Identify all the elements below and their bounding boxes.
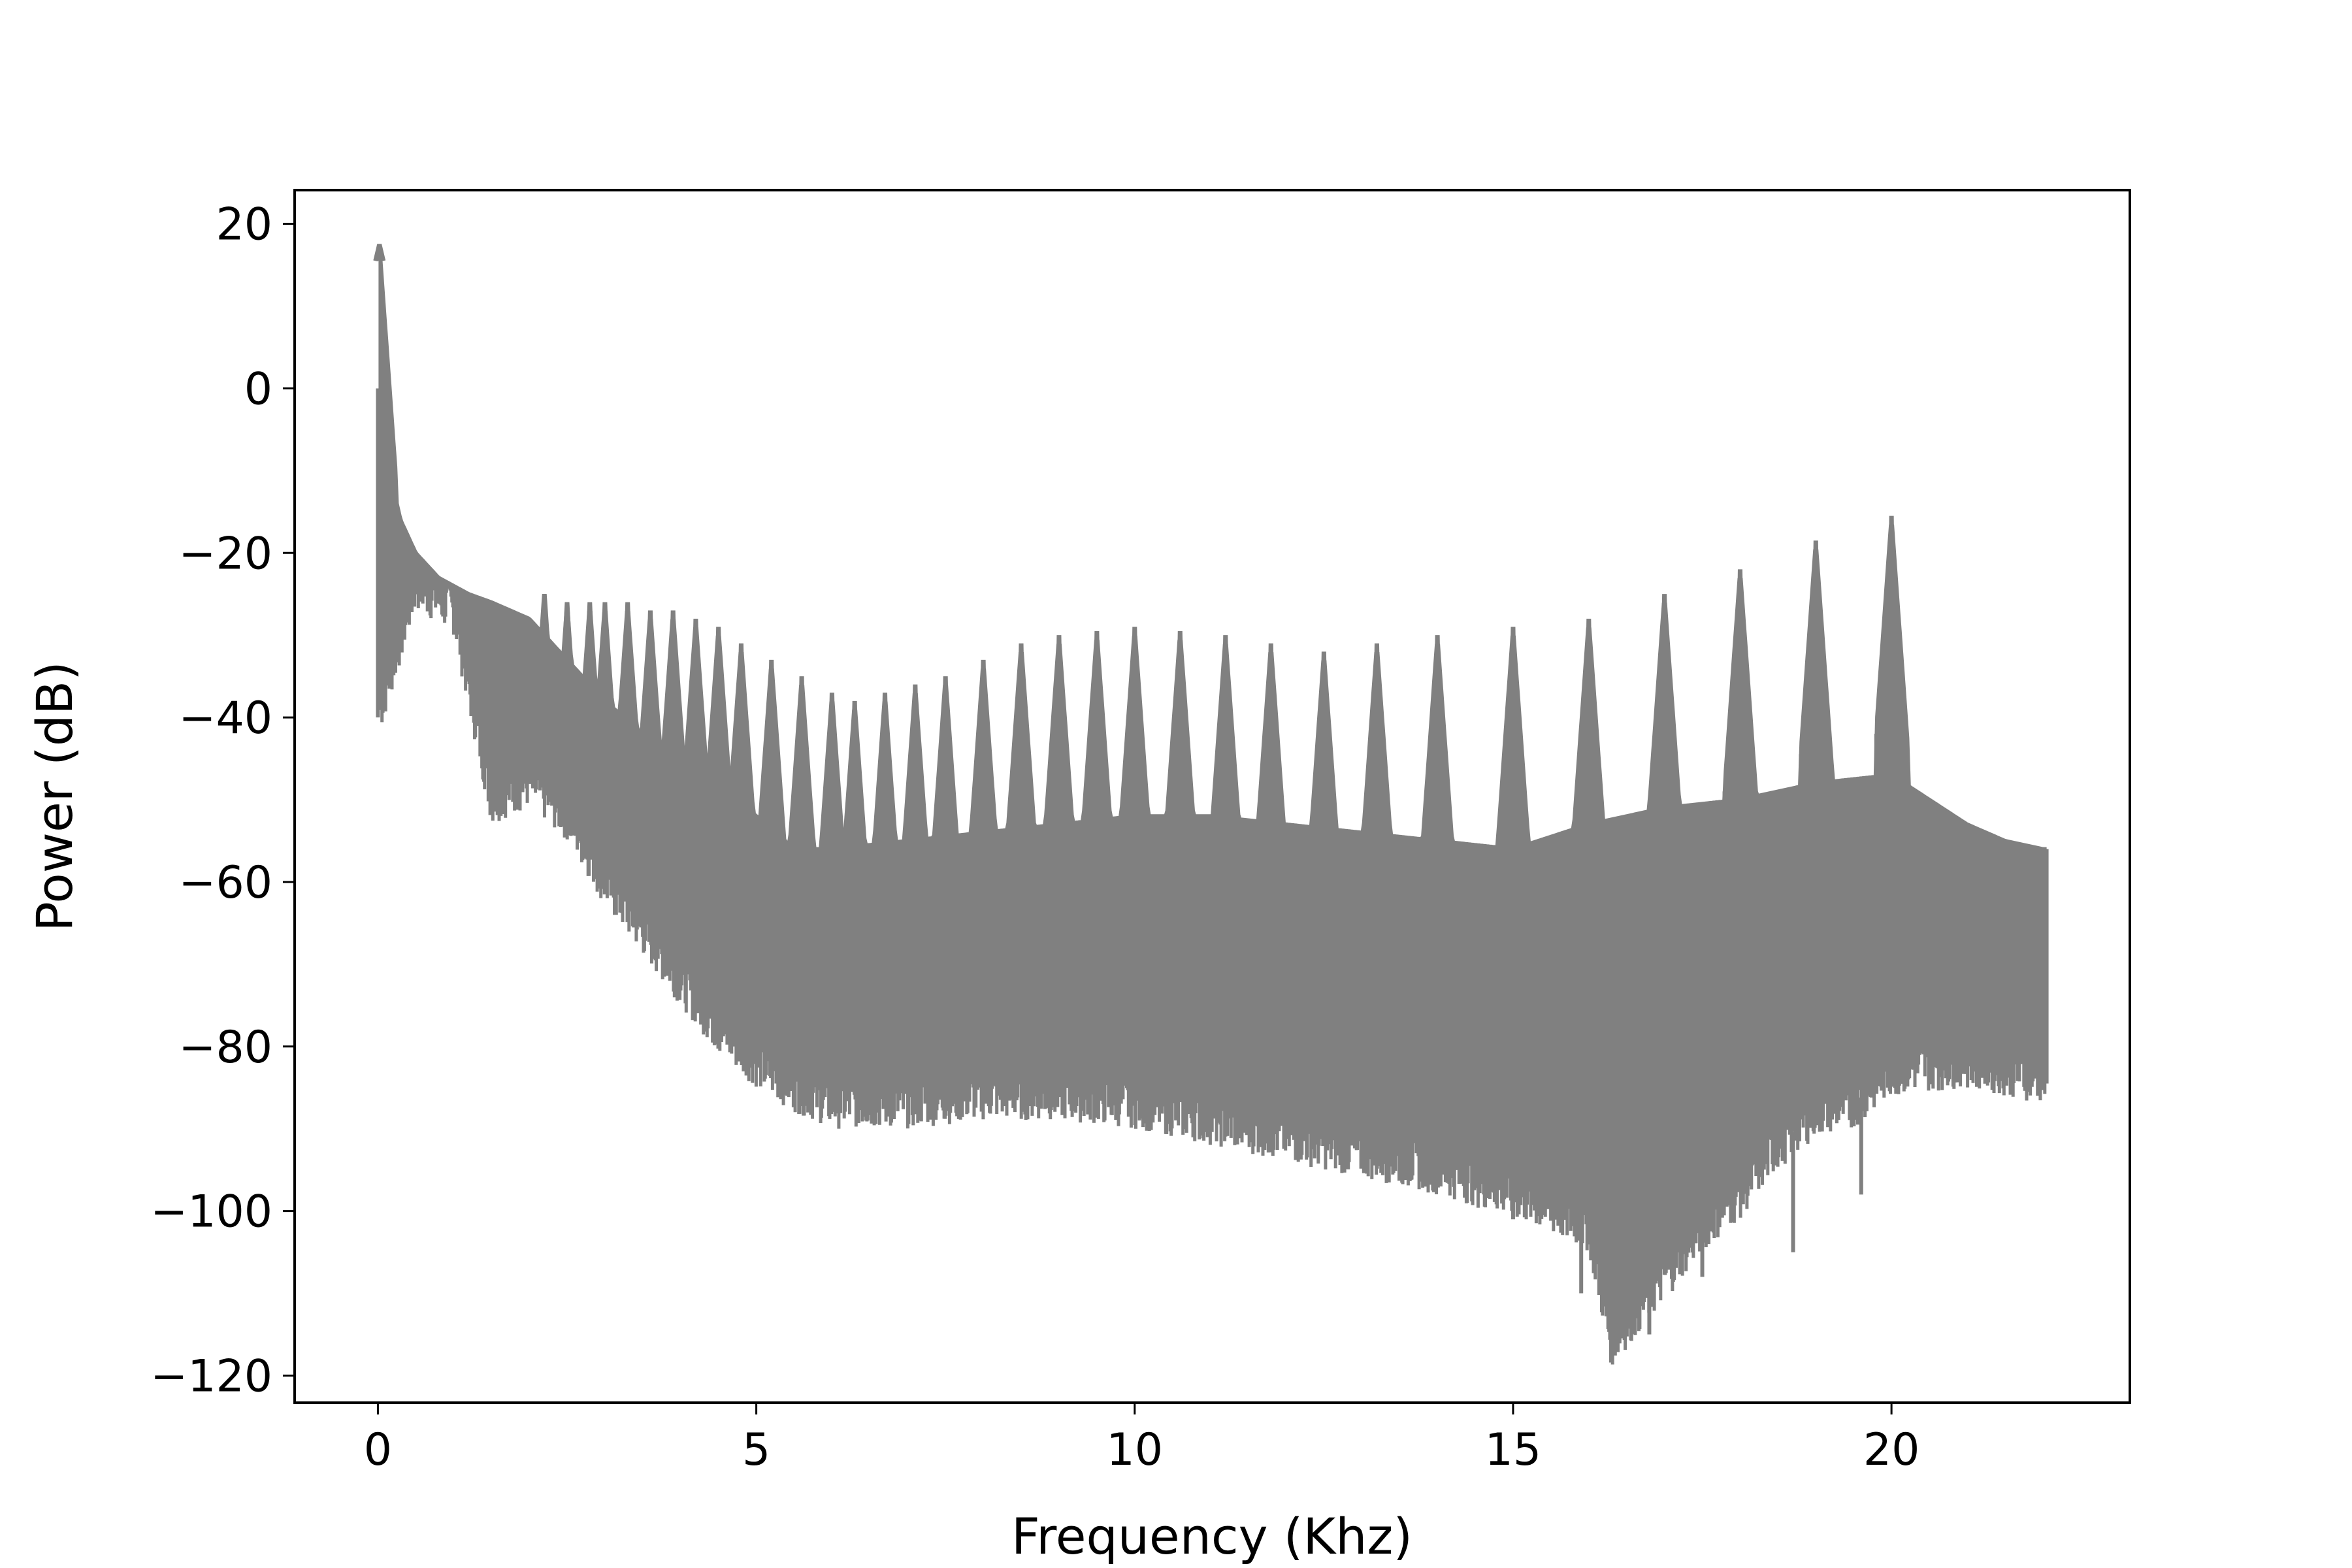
spectrum-peak <box>598 602 612 718</box>
spectrum-peak <box>1507 627 1520 866</box>
spectrum-peak <box>765 659 778 846</box>
spectrum-peak <box>538 594 551 652</box>
spectrum-peak <box>644 610 657 756</box>
spectrum-peak <box>561 602 574 677</box>
x-tick-label: 20 <box>1863 1424 1920 1476</box>
spectrum-peak <box>1264 643 1277 840</box>
plot-area <box>373 244 2049 1365</box>
spectrum-peak <box>1431 635 1444 858</box>
x-axis-ticks: 0 5 10 15 20 <box>364 1403 1920 1476</box>
y-tick-label: −120 <box>150 1350 272 1402</box>
spectrum-peak <box>1015 643 1028 845</box>
spectrum-peak <box>1053 635 1066 841</box>
spectrum-peak <box>1370 643 1383 851</box>
x-axis-label: Frequency (Khz) <box>1011 1507 1413 1565</box>
spectrum-peak <box>583 602 596 702</box>
spectrum-peak <box>666 610 679 770</box>
x-tick-label: 5 <box>742 1424 770 1476</box>
y-tick-label: −100 <box>150 1186 272 1238</box>
y-tick-label: −80 <box>178 1022 272 1073</box>
spectrum-peak <box>795 676 808 866</box>
y-axis-label: Power (dB) <box>25 661 84 932</box>
axes-frame <box>293 189 2131 1404</box>
y-tick-label: 20 <box>216 199 272 251</box>
spectrum-peak <box>621 602 634 738</box>
spectrum-peak <box>879 693 892 860</box>
spectrum-peak <box>689 618 702 785</box>
spectrum-peak <box>1317 651 1330 845</box>
spectrum-peak <box>825 693 838 866</box>
spectrum-peak <box>1733 569 1746 817</box>
spectrum-peak <box>1809 540 1822 800</box>
spectrum-peak <box>1090 630 1103 837</box>
spectrum-peak <box>1173 630 1186 833</box>
y-tick-label: 0 <box>244 363 272 415</box>
spectrum-peak <box>712 627 725 800</box>
spectrum-peak <box>1582 618 1595 841</box>
x-tick-label: 15 <box>1485 1424 1542 1476</box>
spectrum-peak <box>1128 627 1141 833</box>
y-tick-label: −60 <box>178 857 272 909</box>
spectrum-peak <box>848 700 861 864</box>
x-tick-label: 10 <box>1107 1424 1164 1476</box>
spectrum-peak <box>1885 515 1898 792</box>
spectrum-peak <box>1219 635 1232 834</box>
spectrum-peak <box>734 643 747 820</box>
spectrum-peak <box>909 684 922 857</box>
spectrum-peak <box>373 244 386 262</box>
y-tick-label: −20 <box>178 528 272 580</box>
y-axis-ticks: 20 0 −20 −40 −60 −80 −100 −120 <box>150 199 295 1402</box>
spectrum-band <box>378 255 2048 1365</box>
spectrum-peak <box>939 676 952 853</box>
spectrum-peak <box>1658 594 1671 825</box>
spectrum-peak <box>977 659 990 849</box>
y-tick-label: −40 <box>178 693 272 744</box>
x-tick-label: 0 <box>364 1424 392 1476</box>
spectrum-upper-envelope <box>378 255 2047 851</box>
